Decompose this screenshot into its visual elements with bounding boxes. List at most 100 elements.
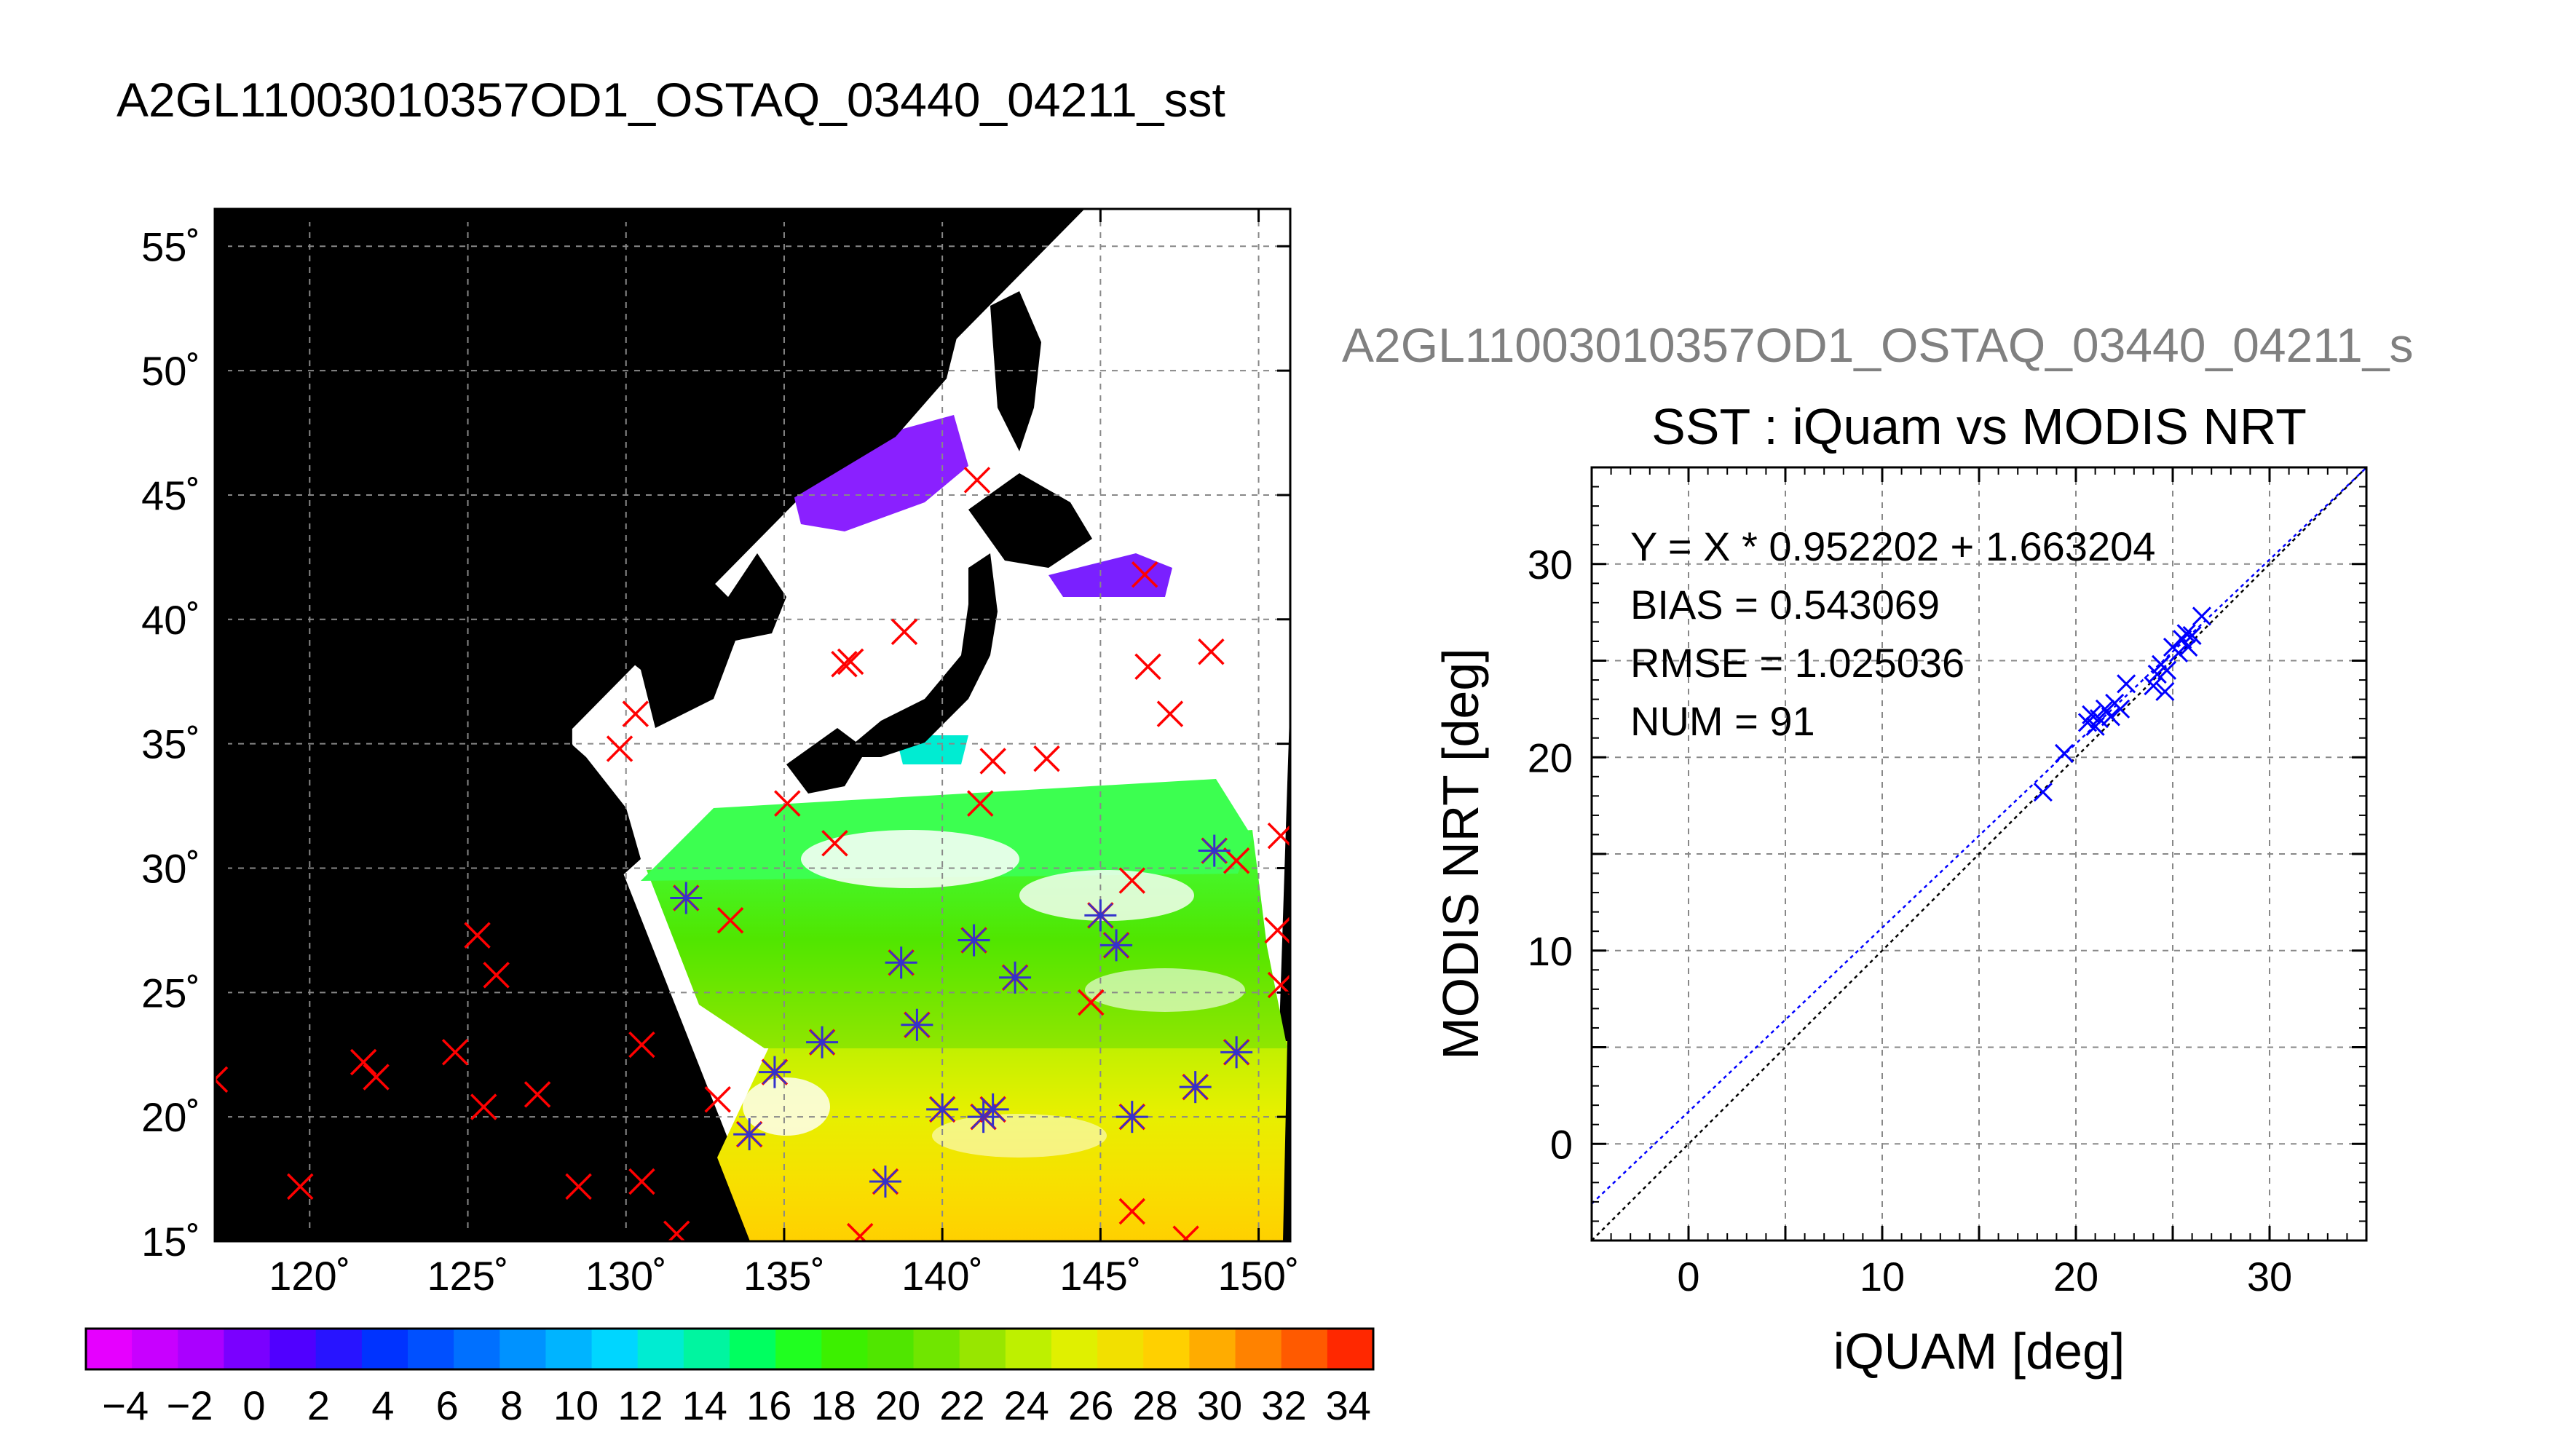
iquam-marker (831, 651, 858, 678)
scatter-point (2173, 630, 2192, 649)
scatter-ticks (1590, 466, 2368, 1242)
colorbar-tick-label: 8 (500, 1382, 523, 1428)
land-mainland-asia (215, 209, 983, 1241)
colorbar-cell (315, 1329, 363, 1369)
iquam-marker (716, 906, 744, 934)
colorbar-cell (775, 1329, 822, 1369)
colorbar-tick-label: 30 (1197, 1382, 1242, 1428)
scatter-subtitle: A2GL11003010357OD1_OSTAQ_03440_04211_s (1342, 318, 2413, 372)
cloud-patch (743, 1077, 830, 1136)
scatter-points (2033, 606, 2211, 802)
colorbar: −4 −2 0 2 4 6 8 10 12 14 16 18 20 22 24 26 28 30 32 34 (84, 1327, 1375, 1428)
lat-tick-label: 40˚ (141, 597, 200, 643)
iquam-marker (1078, 989, 1105, 1016)
iquam-marker (979, 748, 1006, 775)
matched-marker (733, 1118, 766, 1151)
iquam-marker (1198, 638, 1225, 665)
colorbar-tick-label: 4 (371, 1382, 394, 1428)
colorbar-cell (1005, 1329, 1052, 1369)
colorbar-cell (1143, 1329, 1190, 1369)
scatter-point (2111, 699, 2131, 719)
scatter-y-axis-label: MODIS NRT [deg] (1432, 648, 1489, 1059)
colorbar-tick-label: 32 (1261, 1382, 1306, 1428)
map-ticks (215, 209, 1290, 1243)
iquam-marker (215, 1066, 229, 1093)
iquam-marker (350, 1048, 377, 1076)
iquam-markers (215, 467, 1290, 1241)
colorbar-tick-label: 20 (875, 1382, 920, 1428)
lon-tick-label: 140˚ (901, 1253, 983, 1299)
colorbar-cell (269, 1329, 317, 1369)
scatter-x-tick-label: 10 (1860, 1254, 1905, 1299)
lon-tick-label: 150˚ (1218, 1253, 1300, 1299)
lat-tick-label: 30˚ (141, 845, 200, 891)
iquam-marker (363, 1064, 390, 1091)
colorbar-tick-label: 18 (810, 1382, 856, 1428)
iquam-marker (622, 700, 649, 727)
colorbar-cell (454, 1329, 500, 1369)
matched-markers (670, 834, 1253, 1198)
lat-tick-label: 50˚ (141, 348, 200, 394)
sst-band-north (794, 415, 968, 531)
iquam-marker (663, 1220, 690, 1241)
colorbar-cell (730, 1329, 776, 1369)
scatter-plot: 0 10 20 30 0 10 20 30 Y = X * 0.952202 + 1.663… (1528, 466, 2368, 1299)
scatter-x-tick-label: 30 (2247, 1254, 2292, 1299)
colorbar-cell (178, 1329, 224, 1369)
colorbar-cell (637, 1329, 684, 1369)
matched-marker (1100, 929, 1133, 962)
colorbar-cell (1051, 1329, 1098, 1369)
colorbar-tick-label: 22 (939, 1382, 984, 1428)
colorbar-cell (821, 1329, 868, 1369)
matched-marker (926, 1093, 959, 1125)
fit-line (1592, 467, 2366, 1205)
matched-marker (1179, 1071, 1212, 1104)
iquam-marker (1118, 867, 1146, 894)
iquam-marker (628, 1031, 655, 1059)
cloud-patch (1019, 870, 1194, 921)
iquam-marker (1131, 561, 1158, 588)
scatter-y-tick-label: 10 (1528, 928, 1573, 974)
stats-num: NUM = 91 (1630, 698, 1815, 744)
land-japan-honshu (837, 553, 998, 757)
scatter-point (2192, 606, 2211, 626)
scatter-point (2089, 709, 2109, 729)
scatter-point (2054, 743, 2074, 764)
cloud-patch (932, 1114, 1107, 1158)
iquam-marker (967, 790, 994, 817)
matched-marker (885, 946, 917, 979)
colorbar-tick-label: 26 (1068, 1382, 1113, 1428)
matched-marker (901, 1008, 933, 1041)
scatter-stats: Y = X * 0.952202 + 1.663204 BIAS = 0.543… (1630, 523, 2155, 744)
lon-tick-label: 120˚ (269, 1253, 350, 1299)
colorbar-cell (499, 1329, 546, 1369)
stats-rmse: RMSE = 1.025036 (1630, 640, 1964, 686)
iquam-marker (287, 1173, 314, 1200)
scatter-point (2101, 707, 2120, 727)
lon-tick-label: 130˚ (585, 1253, 667, 1299)
iquam-marker (774, 790, 801, 817)
matched-marker (957, 924, 990, 957)
iquam-marker (1267, 822, 1290, 850)
sst-band-north2 (1049, 553, 1172, 597)
scatter-y-tick-labels: 0 10 20 30 (1528, 542, 1573, 1168)
matched-marker (670, 882, 703, 914)
land-sakhalin (990, 291, 1041, 451)
iquam-marker (441, 1039, 469, 1066)
cloud-patch (1085, 968, 1245, 1012)
colorbar-cell (591, 1329, 639, 1369)
colorbar-tick-label: 6 (436, 1382, 459, 1428)
colorbar-tick-label: 10 (553, 1382, 599, 1428)
scatter-point (2147, 665, 2167, 684)
matched-marker (976, 1093, 1009, 1125)
matched-marker (1084, 899, 1117, 932)
colorbar-cell (1327, 1329, 1374, 1369)
iquam-marker (565, 1173, 592, 1200)
iquam-marker (821, 830, 848, 857)
colorbar-labels: −4 −2 0 2 4 6 8 10 12 14 16 18 20 22 24 26 28 30 32 34 (102, 1382, 1371, 1428)
scatter-point (2168, 643, 2189, 662)
colorbar-cell (408, 1329, 454, 1369)
lon-tick-label: 145˚ (1059, 1253, 1141, 1299)
colorbar-tick-label: 24 (1004, 1382, 1049, 1428)
identity-line (1592, 467, 2366, 1241)
